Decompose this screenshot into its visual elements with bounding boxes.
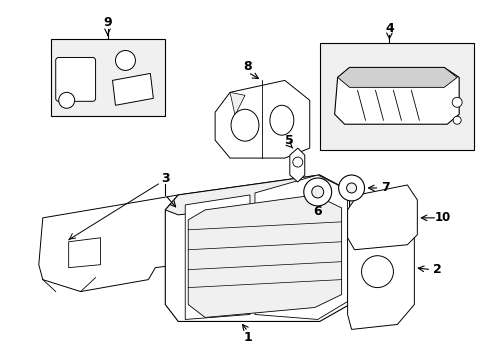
Circle shape bbox=[346, 183, 356, 193]
Polygon shape bbox=[319, 42, 473, 150]
Polygon shape bbox=[165, 175, 349, 321]
Polygon shape bbox=[347, 185, 416, 250]
Text: 6: 6 bbox=[313, 205, 322, 219]
Text: 3: 3 bbox=[161, 171, 169, 185]
Polygon shape bbox=[337, 67, 456, 87]
FancyBboxPatch shape bbox=[56, 58, 95, 101]
Polygon shape bbox=[254, 175, 347, 319]
Polygon shape bbox=[215, 80, 309, 158]
Polygon shape bbox=[112, 73, 153, 105]
Circle shape bbox=[311, 186, 323, 198]
Circle shape bbox=[59, 92, 75, 108]
Polygon shape bbox=[289, 148, 304, 182]
Polygon shape bbox=[68, 238, 101, 268]
Text: 2: 2 bbox=[432, 263, 441, 276]
Polygon shape bbox=[347, 210, 413, 329]
Text: 10: 10 bbox=[434, 211, 450, 224]
Circle shape bbox=[115, 50, 135, 71]
Text: 5: 5 bbox=[285, 134, 294, 147]
Text: 7: 7 bbox=[381, 181, 389, 194]
Circle shape bbox=[451, 97, 461, 107]
Circle shape bbox=[452, 116, 460, 124]
Polygon shape bbox=[334, 67, 458, 124]
Ellipse shape bbox=[230, 109, 259, 141]
Polygon shape bbox=[185, 195, 249, 319]
Polygon shape bbox=[39, 195, 185, 292]
Text: 4: 4 bbox=[384, 22, 393, 35]
Circle shape bbox=[338, 175, 364, 201]
Text: 1: 1 bbox=[243, 331, 252, 344]
Polygon shape bbox=[188, 195, 341, 318]
Text: 8: 8 bbox=[243, 60, 252, 73]
Circle shape bbox=[361, 256, 393, 288]
Text: 9: 9 bbox=[103, 16, 112, 29]
Polygon shape bbox=[165, 175, 344, 215]
Circle shape bbox=[292, 157, 302, 167]
Ellipse shape bbox=[269, 105, 293, 135]
Circle shape bbox=[303, 178, 331, 206]
Polygon shape bbox=[51, 39, 165, 116]
Polygon shape bbox=[229, 92, 244, 115]
